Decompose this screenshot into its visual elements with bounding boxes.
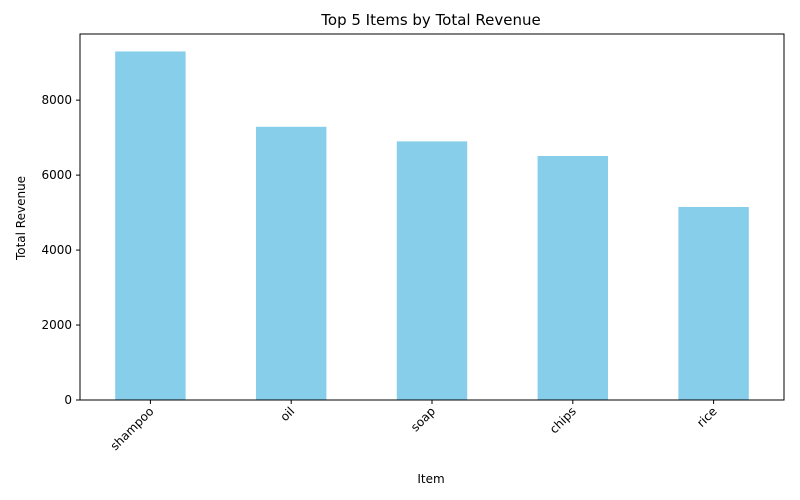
y-tick-label: 2000 [41, 318, 72, 332]
x-tick-label-rice: rice [694, 404, 720, 430]
y-tick-label: 0 [64, 393, 72, 407]
y-tick-label: 4000 [41, 243, 72, 257]
chart-title: Top 5 Items by Total Revenue [320, 11, 540, 29]
bar-chips [537, 156, 608, 400]
y-axis-label: Total Revenue [14, 176, 28, 261]
x-tick-label-chips: chips [547, 404, 579, 436]
x-axis-label: Item [417, 472, 444, 486]
x-tick-label-oil: oil [278, 404, 298, 424]
plot-area: 0 2000 4000 6000 8000 shampoo oil soap chips rice [41, 33, 785, 453]
bar-oil [256, 126, 327, 400]
bar-rice [678, 206, 749, 400]
x-tick-label-soap: soap [408, 404, 438, 434]
y-tick-label: 8000 [41, 93, 72, 107]
bar-shampoo [115, 51, 186, 401]
y-tick-label: 6000 [41, 168, 72, 182]
x-tick-label-shampoo: shampoo [108, 404, 157, 453]
bar-soap [396, 141, 468, 400]
